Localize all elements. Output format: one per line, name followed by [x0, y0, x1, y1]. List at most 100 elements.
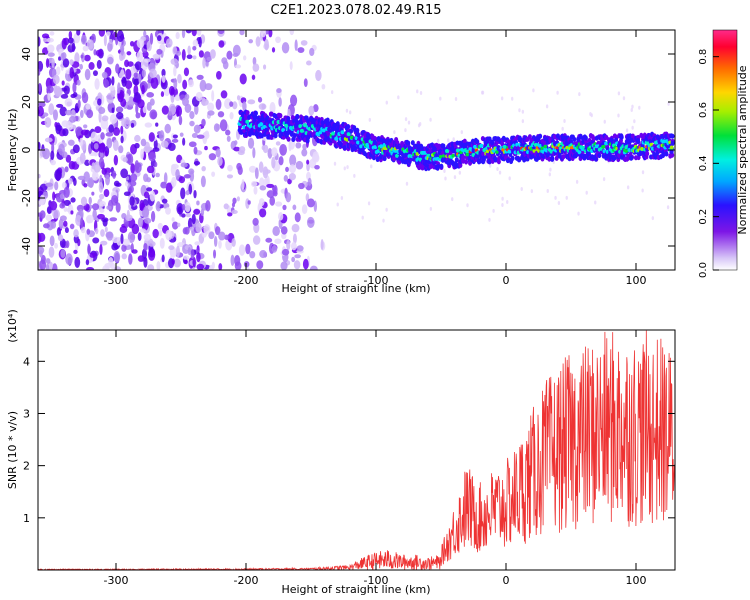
signal-cell	[543, 144, 548, 149]
spectrogram-cell	[105, 132, 114, 137]
signal-cell	[371, 155, 376, 161]
spectrogram-cell	[59, 202, 66, 209]
spectrogram-cell	[115, 106, 124, 113]
signal-cell	[415, 152, 420, 156]
spectrogram-cell	[54, 169, 62, 181]
spectrogram-cell	[306, 60, 312, 66]
spectrogram-cell	[80, 196, 88, 206]
spectrogram-cell	[148, 132, 155, 142]
signal-cell	[439, 163, 444, 169]
signal-cell	[664, 151, 669, 157]
spectrogram-cell	[84, 54, 91, 62]
signal-cell	[444, 148, 449, 153]
signal-cell	[538, 133, 543, 139]
spectrogram-cell	[218, 231, 226, 241]
spectrogram-cell	[77, 99, 81, 109]
spectrogram-cell	[147, 248, 156, 261]
spectrogram-cell	[64, 166, 69, 173]
spectrogram-cell	[106, 137, 113, 149]
spectrogram-cell	[638, 105, 641, 110]
spectrogram-cell	[263, 178, 269, 186]
spectrogram-cell	[57, 234, 64, 242]
spectrogram-cell	[102, 218, 108, 227]
spectrogram-cell	[76, 30, 81, 36]
spectrogram-cell	[140, 148, 144, 160]
spectrogram-cell	[65, 240, 70, 249]
spectrogram-cell	[630, 108, 633, 113]
spectrogram-cell	[196, 134, 205, 139]
spectrogram-cell	[245, 243, 251, 255]
spectrogram-cell	[147, 264, 155, 270]
spectrogram-cell	[55, 124, 63, 131]
spectrogram-cell	[80, 109, 84, 119]
spectrogram-cell	[94, 126, 102, 134]
signal-cell	[455, 148, 460, 153]
spectrogram-cell	[113, 127, 121, 136]
spectrogram-cell	[259, 250, 267, 259]
signal-cell	[669, 145, 674, 150]
spectrogram-cell	[183, 67, 190, 77]
spectrogram-cell	[68, 37, 74, 44]
signal-cell	[479, 143, 484, 148]
snr-x-label: Height of straight line (km)	[281, 583, 430, 596]
spectrogram-cell	[150, 210, 156, 223]
spectrogram-cell	[279, 143, 287, 156]
spectrogram-cell	[458, 170, 462, 175]
spectrogram-cell	[141, 84, 145, 95]
spectrogram-cell	[173, 258, 181, 268]
spectrogram-cell	[221, 57, 228, 65]
spectrogram-cell	[268, 30, 273, 38]
spectrogram-cell	[96, 59, 102, 69]
spectrogram-cell	[103, 188, 110, 198]
spectrogram-cell	[198, 36, 202, 48]
spectrogram-cell	[275, 201, 283, 207]
spectrogram-cell	[204, 145, 208, 151]
signal-cell	[259, 122, 264, 127]
spectrogram-cell	[245, 266, 250, 270]
spectrogram-cell	[120, 168, 129, 179]
spectrogram-cell	[196, 200, 200, 206]
spectrogram-cell	[175, 50, 182, 56]
x-tick-label: -100	[364, 274, 389, 287]
signal-cell	[481, 151, 486, 157]
spectrogram-cell	[275, 141, 281, 146]
spectrogram-cell	[227, 212, 233, 217]
spectrogram-cell	[146, 165, 155, 174]
spectrogram-cell	[171, 163, 179, 170]
spectrogram-cell	[110, 194, 119, 206]
spectrogram-cell	[291, 256, 296, 263]
spectrogram-cell	[454, 97, 458, 102]
spectrogram-x-axis: -300 -200 -100 0 100	[104, 30, 647, 287]
spectrogram-cell	[436, 138, 440, 143]
spectrogram-cell	[126, 51, 132, 56]
spectrogram-cell	[68, 177, 73, 185]
spectrogram-cell	[258, 161, 264, 173]
spectrogram-cell	[188, 141, 197, 148]
spectrogram-cell	[196, 252, 201, 263]
spectrogram-cell	[118, 145, 124, 154]
spectrogram-cell	[447, 138, 450, 143]
spectrogram-cell	[488, 217, 491, 222]
signal-cell	[604, 141, 609, 146]
spectrogram-cell	[125, 68, 132, 80]
spectrogram-cell	[180, 162, 188, 168]
spectrogram-cell	[130, 163, 136, 174]
spectrogram-cell	[158, 229, 163, 237]
spectrogram-cell	[71, 42, 76, 52]
spectrogram-cell	[120, 135, 124, 144]
spectrogram-cell	[218, 40, 225, 48]
spectrogram-cell	[258, 198, 265, 207]
spectrogram-cell	[156, 35, 162, 42]
spectrogram-cell	[175, 245, 180, 258]
spectrogram-cell	[189, 226, 194, 231]
spectrogram-cell	[120, 233, 124, 245]
spectrogram-cell	[405, 181, 409, 186]
spectrogram-cell	[106, 205, 112, 210]
x-tick-label: -200	[234, 574, 259, 587]
signal-cell	[460, 156, 465, 163]
colorbar: 0.0 0.2 0.4 0.6 0.8 Normalized spectral ampl…	[698, 29, 749, 278]
signal-cell	[295, 114, 300, 120]
spectrogram-cell	[184, 259, 188, 265]
snr-y-axis: 1 2 3 4	[23, 355, 675, 525]
